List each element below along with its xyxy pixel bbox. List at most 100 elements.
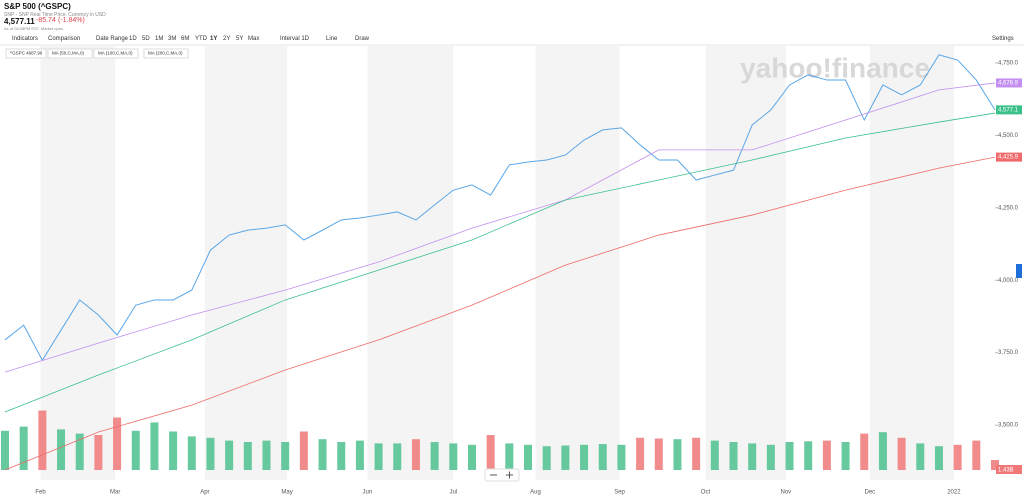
month-band bbox=[367, 45, 454, 480]
volume-bar bbox=[318, 439, 327, 470]
end-label-bg bbox=[996, 152, 1022, 162]
y-tick-label: 4,250.0 bbox=[998, 205, 1019, 211]
legend-box bbox=[5, 48, 47, 59]
volume-bar bbox=[878, 432, 887, 470]
month-band bbox=[705, 45, 786, 480]
volume-bar bbox=[972, 440, 981, 470]
volume-bar bbox=[467, 444, 476, 470]
volume-bar bbox=[841, 442, 850, 470]
volume-bar bbox=[243, 442, 252, 470]
volume-bar bbox=[393, 443, 402, 470]
toolbar-item[interactable]: 6M bbox=[181, 36, 190, 42]
volume-bar bbox=[1, 430, 9, 470]
volume-bar bbox=[598, 444, 607, 470]
x-tick-label: Oct bbox=[701, 490, 711, 496]
volume-bar bbox=[57, 429, 66, 470]
x-tick-label: Apr bbox=[200, 490, 209, 496]
volume-bar bbox=[729, 442, 738, 470]
volume-bar bbox=[355, 440, 364, 470]
volume-bar bbox=[766, 444, 775, 470]
volume-bar bbox=[860, 433, 869, 470]
toolbar-item[interactable]: Date Range bbox=[96, 36, 129, 42]
volume-bar bbox=[19, 426, 28, 470]
volume-bar bbox=[430, 442, 439, 470]
legend-box bbox=[93, 48, 139, 59]
toolbar-item[interactable]: 2Y bbox=[223, 36, 231, 42]
price: 4,577.11 bbox=[4, 17, 35, 26]
end-label: 4,577.1 bbox=[998, 107, 1019, 113]
settings[interactable]: Settings bbox=[992, 36, 1014, 42]
series-line bbox=[4, 82, 996, 373]
volume-bar bbox=[337, 442, 346, 470]
volume-bar bbox=[542, 446, 551, 470]
volume-bar bbox=[897, 437, 906, 470]
toolbar-item[interactable]: Max bbox=[248, 36, 260, 42]
end-label: 4,425.9 bbox=[998, 155, 1019, 161]
toolbar-item[interactable]: Draw bbox=[355, 36, 370, 42]
volume-bar bbox=[150, 422, 159, 470]
volume-bar bbox=[934, 446, 943, 470]
series-line bbox=[4, 54, 996, 362]
side-handle bbox=[1016, 264, 1022, 278]
month-band bbox=[869, 45, 954, 480]
month-band bbox=[204, 45, 288, 480]
x-tick-label: 2022 bbox=[947, 490, 961, 496]
toolbar: Indicators Comparison Date Range 1D 5D 1M 3M 6M… bbox=[0, 34, 1024, 45]
legend-item: MA (100,C,MA,0) bbox=[98, 51, 133, 56]
volume-bar bbox=[131, 430, 140, 470]
legend-box bbox=[143, 48, 189, 59]
legend-box bbox=[47, 48, 93, 59]
volume-bar bbox=[206, 437, 215, 470]
volume-bar bbox=[299, 431, 308, 470]
toolbar-item[interactable]: YTD bbox=[195, 36, 207, 42]
volume-bar bbox=[524, 444, 533, 470]
volume-bar bbox=[449, 443, 458, 470]
toolbar-item[interactable]: 5D bbox=[142, 36, 150, 42]
volume-bar bbox=[654, 438, 663, 470]
legend-item: MA (200,C,MA,0) bbox=[148, 51, 183, 56]
x-tick-label: Sep bbox=[614, 490, 625, 496]
volume-bar bbox=[617, 444, 626, 470]
volume-bar bbox=[692, 437, 701, 470]
end-label-bg bbox=[996, 78, 1022, 88]
x-tick-label: Feb bbox=[35, 490, 46, 496]
subtitle: SNP - SNP Real Time Price. Currency in U… bbox=[4, 12, 106, 18]
volume-bar bbox=[916, 443, 925, 470]
x-tick-label: May bbox=[281, 490, 292, 496]
volume-bar bbox=[673, 439, 682, 470]
legend-item: MA (50,C,MA,0) bbox=[52, 51, 85, 56]
month-band bbox=[535, 45, 620, 480]
toolbar-item[interactable]: 3M bbox=[168, 36, 177, 42]
month-band bbox=[40, 45, 116, 480]
change: -85.74 bbox=[36, 17, 56, 24]
toolbar-item[interactable]: Line bbox=[326, 36, 338, 42]
series-line bbox=[4, 156, 996, 471]
series-line bbox=[4, 112, 996, 413]
volume-bar bbox=[169, 431, 178, 470]
toolbar-item[interactable]: Indicators bbox=[12, 36, 39, 42]
volume-bar bbox=[991, 459, 999, 470]
x-tick-label: Nov bbox=[780, 490, 791, 496]
volume-bar bbox=[710, 440, 719, 470]
toolbar-item[interactable]: 1D bbox=[129, 36, 137, 42]
volume-bar bbox=[94, 435, 103, 470]
volume-bar bbox=[822, 440, 831, 470]
volume-bar bbox=[505, 443, 514, 470]
toolbar-item[interactable]: 1Y bbox=[210, 36, 218, 42]
volume-bar bbox=[748, 443, 757, 470]
volume-label: 1.43B bbox=[998, 468, 1014, 474]
y-tick-label: 3,750.0 bbox=[998, 350, 1019, 356]
toolbar-item[interactable]: 1M bbox=[155, 36, 164, 42]
toolbar-item[interactable]: 5Y bbox=[236, 36, 244, 42]
volume-bar bbox=[262, 440, 271, 470]
toolbar-item[interactable]: Comparison bbox=[48, 36, 81, 42]
y-tick-label: 3,500.0 bbox=[998, 423, 1019, 429]
toolbar-item[interactable]: Interval 1D bbox=[280, 36, 310, 42]
volume-bar bbox=[374, 443, 383, 470]
volume-bar bbox=[411, 439, 420, 470]
x-tick-label: Aug bbox=[530, 490, 541, 496]
zoom-controls bbox=[484, 468, 520, 482]
volume-bar bbox=[804, 441, 813, 470]
